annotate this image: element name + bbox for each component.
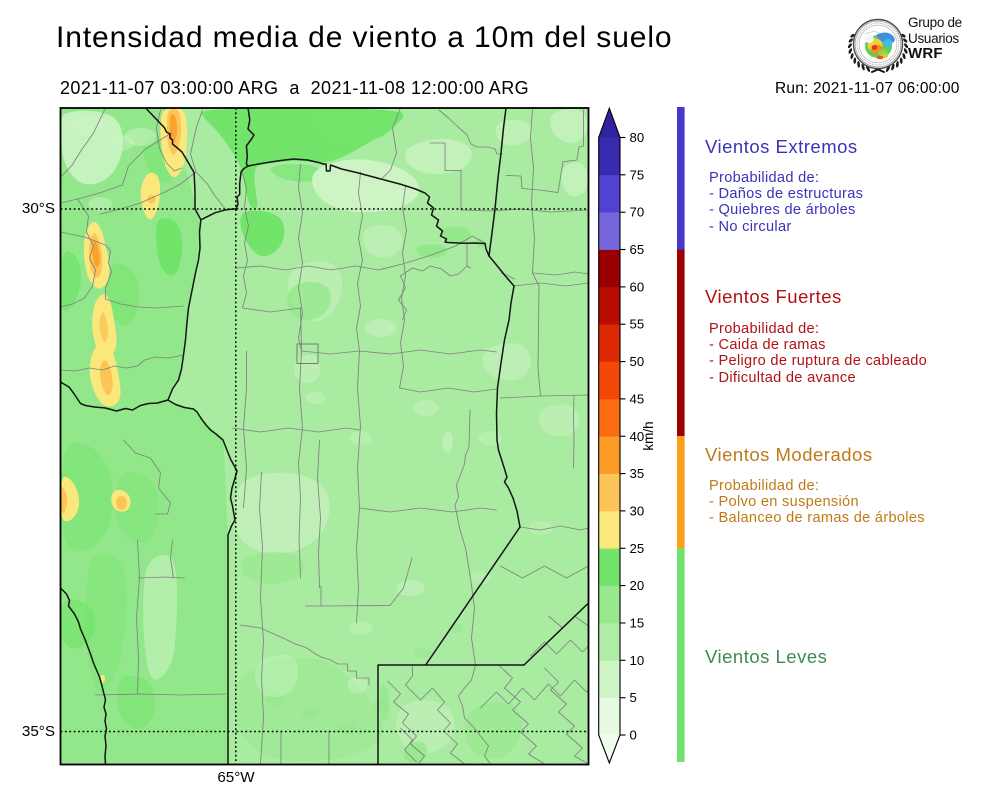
svg-text:10: 10 (630, 653, 645, 668)
svg-text:40: 40 (630, 429, 645, 444)
svg-text:5: 5 (630, 690, 637, 705)
svg-text:45: 45 (630, 391, 645, 406)
svg-text:65: 65 (630, 242, 645, 257)
svg-text:55: 55 (630, 317, 645, 332)
svg-text:50: 50 (630, 354, 645, 369)
svg-text:30: 30 (630, 503, 645, 518)
svg-text:15: 15 (630, 616, 645, 631)
svg-text:0: 0 (630, 728, 637, 743)
svg-text:80: 80 (630, 130, 645, 145)
svg-text:25: 25 (630, 541, 645, 556)
svg-text:75: 75 (630, 167, 645, 182)
svg-text:70: 70 (630, 205, 645, 220)
svg-text:35: 35 (630, 466, 645, 481)
svg-text:km/h: km/h (641, 421, 656, 450)
svg-text:20: 20 (630, 578, 645, 593)
svg-text:60: 60 (630, 279, 645, 294)
